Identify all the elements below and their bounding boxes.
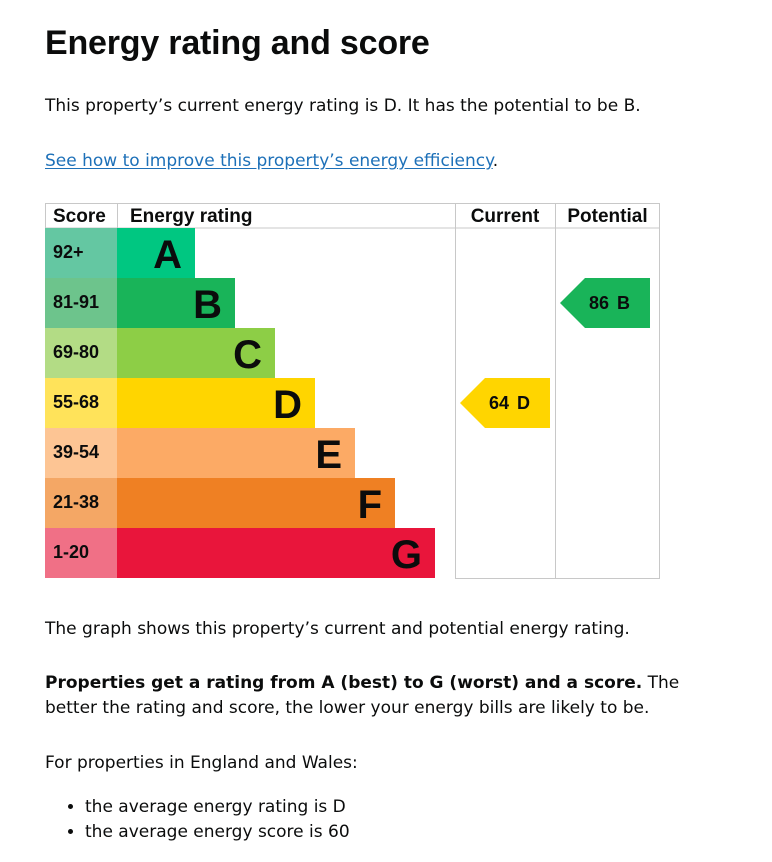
rating-explanation-bold: Properties get a rating from A (best) to… bbox=[45, 673, 643, 693]
rating-band-f bbox=[117, 478, 395, 528]
score-cell-c bbox=[45, 328, 117, 378]
average-facts-list: the average energy rating is D the avera… bbox=[45, 795, 350, 845]
header-current: Current bbox=[471, 206, 540, 227]
band-letter-a: A bbox=[153, 233, 182, 277]
score-range-b: 81-91 bbox=[53, 292, 99, 312]
current-rating-letter: D bbox=[517, 393, 530, 413]
band-letter-e: E bbox=[315, 433, 342, 477]
score-cell-a bbox=[45, 228, 117, 278]
header-score: Score bbox=[53, 206, 106, 227]
rating-band-g bbox=[117, 528, 435, 578]
current-score-value: 64 bbox=[489, 393, 509, 413]
band-letter-c: C bbox=[233, 333, 262, 377]
header-potential: Potential bbox=[567, 206, 647, 227]
score-range-a: 92+ bbox=[53, 242, 84, 262]
band-letter-f: F bbox=[358, 483, 382, 527]
potential-rating-arrow bbox=[560, 278, 650, 328]
score-cell-b bbox=[45, 278, 117, 328]
rating-band-b bbox=[117, 278, 235, 328]
energy-rating-chart: Score Energy rating Current Potential 92+ A 81… bbox=[45, 203, 661, 579]
rating-explanation: Properties get a rating from A (best) to… bbox=[45, 671, 685, 721]
band-letter-d: D bbox=[273, 383, 302, 427]
graph-caption: The graph shows this property’s current … bbox=[45, 619, 630, 639]
rating-band-d bbox=[117, 378, 315, 428]
rating-summary: This property’s current energy rating is… bbox=[45, 96, 641, 116]
rating-explanation-rest: The better the rating and score, the low… bbox=[45, 673, 680, 718]
region-note: For properties in England and Wales: bbox=[45, 753, 358, 773]
band-letter-g: G bbox=[391, 533, 422, 577]
score-range-g: 1-20 bbox=[53, 542, 89, 562]
current-rating-arrow bbox=[460, 378, 550, 428]
header-energy-rating: Energy rating bbox=[130, 206, 252, 227]
energy-rating-graph: Score Energy rating Current Potential 92+ A 81… bbox=[45, 203, 660, 579]
score-range-d: 55-68 bbox=[53, 392, 99, 412]
score-cell-g bbox=[45, 528, 117, 578]
rating-band-a bbox=[117, 228, 195, 278]
page-title: Energy rating and score bbox=[45, 24, 430, 62]
score-range-e: 39-54 bbox=[53, 442, 99, 462]
rating-band-e bbox=[117, 428, 355, 478]
average-rating-fact: the average energy rating is D bbox=[85, 795, 350, 820]
band-letter-b: B bbox=[193, 283, 222, 327]
improve-efficiency-link[interactable]: See how to improve this property’s energ… bbox=[45, 151, 493, 171]
average-score-fact: the average energy score is 60 bbox=[85, 820, 350, 845]
score-cell-e bbox=[45, 428, 117, 478]
score-range-f: 21-38 bbox=[53, 492, 99, 512]
improve-link-paragraph: See how to improve this property’s energ… bbox=[45, 149, 498, 173]
score-cell-f bbox=[45, 478, 117, 528]
score-cell-d bbox=[45, 378, 117, 428]
score-range-c: 69-80 bbox=[53, 342, 99, 362]
rating-band-c bbox=[117, 328, 275, 378]
potential-score-value: 86 bbox=[589, 293, 609, 313]
potential-rating-letter: B bbox=[617, 293, 630, 313]
link-suffix: . bbox=[492, 151, 499, 171]
